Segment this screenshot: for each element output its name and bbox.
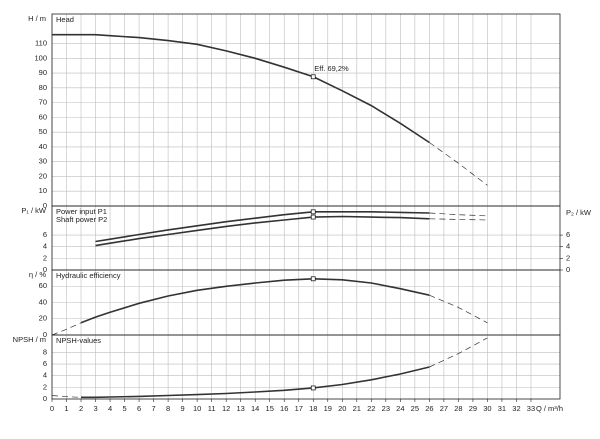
x-tick-label: 7 bbox=[152, 404, 156, 413]
x-tick-label: 20 bbox=[338, 404, 346, 413]
y-tick-label: 0 bbox=[43, 201, 47, 210]
x-tick-label: 24 bbox=[396, 404, 404, 413]
x-tick-label: 10 bbox=[193, 404, 201, 413]
curve bbox=[95, 215, 430, 247]
y2-tick-label: 4 bbox=[566, 242, 570, 251]
x-tick-label: 14 bbox=[251, 404, 259, 413]
series-label: Power input P1 bbox=[56, 207, 107, 216]
x-tick-label: 19 bbox=[324, 404, 332, 413]
y-tick-label: 0 bbox=[43, 330, 47, 339]
x-tick-label: 12 bbox=[222, 404, 230, 413]
y2-tick-label: 6 bbox=[566, 230, 570, 239]
duty-point bbox=[310, 276, 316, 282]
curve-extension bbox=[429, 294, 488, 324]
x-tick-label: 27 bbox=[440, 404, 448, 413]
y-tick-label: 30 bbox=[39, 157, 47, 166]
y-tick-label: 70 bbox=[39, 98, 47, 107]
curve bbox=[81, 366, 430, 399]
series-label: Hydraulic efficiency bbox=[56, 271, 121, 280]
y-tick-label: 8 bbox=[43, 347, 47, 356]
y-tick-label: 10 bbox=[39, 186, 47, 195]
x-tick-label: 8 bbox=[166, 404, 170, 413]
y-tick-label: 80 bbox=[39, 83, 47, 92]
series-label: Shaft power P2 bbox=[56, 215, 107, 224]
annotation: Eff. 69,2% bbox=[314, 64, 349, 73]
y-tick-label: 90 bbox=[39, 68, 47, 77]
x-tick-label: 26 bbox=[425, 404, 433, 413]
duty-point bbox=[310, 214, 316, 220]
y-tick-label: 6 bbox=[43, 359, 47, 368]
y-tick-label: 60 bbox=[39, 112, 47, 121]
curve bbox=[52, 33, 430, 144]
x-tick-label: 4 bbox=[108, 404, 112, 413]
y-tick-label: 6 bbox=[43, 230, 47, 239]
x-tick-label: 18 bbox=[309, 404, 317, 413]
series-label: NPSH-values bbox=[56, 336, 101, 345]
x-tick-label: 32 bbox=[512, 404, 520, 413]
y-axis-label: H / m bbox=[28, 14, 46, 23]
duty-point bbox=[310, 74, 316, 80]
x-axis-label: Q / m³/h bbox=[536, 404, 563, 413]
x-tick-label: 13 bbox=[237, 404, 245, 413]
x-tick-label: 9 bbox=[181, 404, 185, 413]
y-tick-label: 0 bbox=[43, 265, 47, 274]
x-tick-label: 25 bbox=[411, 404, 419, 413]
y-tick-label: 110 bbox=[35, 39, 47, 48]
y-tick-label: 2 bbox=[43, 382, 47, 391]
y-axis-label: η / % bbox=[29, 270, 46, 279]
duty-point bbox=[310, 209, 316, 215]
x-tick-label: 15 bbox=[266, 404, 274, 413]
y2-tick-label: 0 bbox=[566, 265, 570, 274]
curve-extension bbox=[429, 337, 488, 368]
x-tick-label: 31 bbox=[498, 404, 506, 413]
x-tick-label: 17 bbox=[295, 404, 303, 413]
duty-point bbox=[310, 385, 316, 391]
curve bbox=[80, 277, 430, 324]
x-tick-label: 6 bbox=[137, 404, 141, 413]
y-tick-label: 4 bbox=[43, 371, 47, 380]
x-tick-label: 29 bbox=[469, 404, 477, 413]
x-tick-label: 30 bbox=[483, 404, 491, 413]
x-tick-label: 33 bbox=[527, 404, 535, 413]
y-tick-label: 0 bbox=[43, 394, 47, 403]
y-tick-label: 100 bbox=[34, 53, 47, 62]
y-tick-label: 50 bbox=[39, 127, 47, 136]
y-tick-label: 2 bbox=[43, 253, 47, 262]
y-tick-label: 40 bbox=[39, 297, 47, 306]
plot-frame bbox=[51, 13, 561, 207]
y-tick-label: 60 bbox=[39, 281, 47, 290]
x-tick-label: 0 bbox=[50, 404, 54, 413]
plot-frame bbox=[51, 334, 561, 400]
x-tick-label: 3 bbox=[93, 404, 97, 413]
curve-extension bbox=[51, 395, 82, 398]
y-tick-label: 4 bbox=[43, 242, 47, 251]
x-tick-label: 11 bbox=[208, 404, 216, 413]
x-tick-label: 2 bbox=[79, 404, 83, 413]
x-tick-label: 21 bbox=[353, 404, 361, 413]
x-tick-label: 23 bbox=[382, 404, 390, 413]
y-axis-label: P₁ / kW bbox=[21, 206, 47, 215]
y-axis-label: NPSH / m bbox=[13, 335, 46, 344]
y-tick-label: 20 bbox=[39, 314, 47, 323]
series-label: Head bbox=[56, 15, 74, 24]
x-tick-label: 22 bbox=[367, 404, 375, 413]
y-tick-label: 20 bbox=[39, 171, 47, 180]
x-tick-label: 16 bbox=[280, 404, 288, 413]
y2-tick-label: 2 bbox=[566, 253, 570, 262]
x-tick-label: 28 bbox=[454, 404, 462, 413]
curve bbox=[95, 211, 430, 243]
y2-axis-label: P₂ / kW bbox=[566, 208, 592, 217]
x-tick-label: 5 bbox=[122, 404, 126, 413]
x-tick-label: 1 bbox=[64, 404, 68, 413]
curve-extension bbox=[429, 142, 488, 186]
curve-extension bbox=[51, 322, 82, 336]
y-tick-label: 40 bbox=[39, 142, 47, 151]
